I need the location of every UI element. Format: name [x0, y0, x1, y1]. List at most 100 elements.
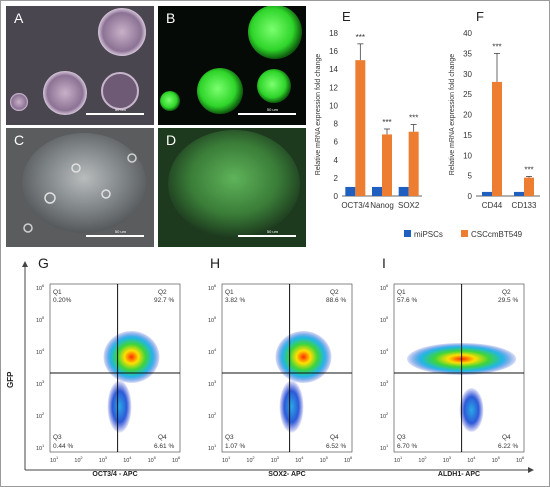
scale-bar-text: 50 um: [266, 107, 278, 112]
panel-label-c: C: [14, 132, 25, 148]
y-tick-label: 2: [334, 174, 339, 183]
y-tick-label: 10: [36, 286, 42, 292]
spheroid-medium: [43, 71, 87, 115]
quadrant-percent: 3.82 %: [225, 297, 245, 304]
panel-label-f: F: [476, 9, 484, 24]
micrograph-a-image: [10, 8, 146, 115]
panel-label-g: G: [38, 255, 49, 271]
bar-csc: [492, 81, 502, 196]
y-tick-label: 6: [334, 138, 339, 147]
y-tick-label: 10: [36, 350, 42, 356]
quadrant-percent: 29.5 %: [498, 297, 518, 304]
bar-csc: [408, 131, 419, 196]
y-tick-label: 10: [36, 382, 42, 388]
legend-label-csc: CSCcmBT549: [471, 230, 523, 239]
y-tick-label: 10: [380, 446, 386, 452]
spheroid-right: [101, 72, 139, 110]
cell: [23, 223, 33, 233]
quadrant-name: Q4: [502, 434, 511, 441]
quadrant-percent: 0.20%: [53, 297, 72, 304]
quadrant-percent: 6.61 %: [154, 443, 174, 450]
cell: [71, 163, 81, 173]
x-tick-label: CD133: [512, 201, 537, 210]
y-tick-label: 10: [36, 414, 42, 420]
x-axis-label: ALDH1- APC: [438, 471, 480, 478]
y-tick-label: 0: [334, 192, 339, 201]
panel-label-b: B: [166, 10, 176, 26]
y-tick-label: 10: [36, 318, 42, 324]
y-tick-label: 10: [208, 318, 214, 324]
quadrant-name: Q2: [158, 289, 167, 296]
x-tick-exponent: 6: [522, 455, 525, 460]
y-tick-exponent: 2: [42, 411, 45, 416]
x-axis-label: SOX2- APC: [268, 471, 305, 478]
x-tick-exponent: 3: [449, 455, 452, 460]
gfp-spheroid-right: [257, 69, 291, 103]
y-tick-label: 10: [208, 350, 214, 356]
x-tick-exponent: 2: [252, 455, 255, 460]
scale-bar: [238, 113, 296, 115]
legend-swatch-mipscs: [404, 230, 411, 237]
gfp-colony: [168, 130, 300, 238]
x-tick-label: SOX2: [398, 201, 420, 210]
x-tick-label: 10: [123, 458, 129, 464]
y-tick-exponent: 1: [214, 443, 217, 448]
y-tick-exponent: 5: [386, 315, 389, 320]
y-tick-label: 10: [208, 382, 214, 388]
x-tick-exponent: 3: [105, 455, 108, 460]
x-tick-exponent: 1: [56, 455, 59, 460]
y-tick-label: 8: [334, 120, 339, 129]
quadrant-name: Q3: [53, 434, 62, 441]
panel-label-i: I: [382, 255, 386, 271]
scale-bar-text: 50 um: [114, 107, 126, 112]
x-tick-label: 10: [172, 458, 178, 464]
x-tick-exponent: 4: [473, 455, 476, 460]
quadrant-percent: 1.07 %: [225, 443, 245, 450]
quadrant-name: Q2: [330, 289, 339, 296]
panel-label-a: A: [14, 10, 24, 26]
significance-marker: ***: [409, 113, 418, 122]
bar-mipscs: [372, 186, 382, 196]
y-tick-exponent: 4: [386, 347, 389, 352]
bar-csc: [524, 177, 534, 196]
x-tick-label: 10: [467, 458, 473, 464]
cell-density-tail: [459, 388, 484, 432]
cell-density-cluster: [275, 330, 332, 383]
y-tick-label: 14: [329, 65, 338, 74]
bar-mipscs: [345, 186, 356, 196]
y-tick-label: 10: [380, 414, 386, 420]
quadrant-name: Q3: [225, 434, 234, 441]
quadrant-percent: 92.7 %: [154, 297, 174, 304]
x-tick-label: 10: [271, 458, 277, 464]
y-tick-label: 30: [463, 70, 472, 79]
x-tick-label: 10: [148, 458, 154, 464]
bar-csc: [382, 134, 392, 196]
spheroid-large: [98, 8, 146, 56]
x-tick-exponent: 4: [129, 455, 132, 460]
x-tick-exponent: 2: [80, 455, 83, 460]
y-tick-exponent: 3: [214, 379, 217, 384]
x-tick-exponent: 6: [178, 455, 181, 460]
y-tick-exponent: 6: [42, 283, 45, 288]
cell-density-cluster: [103, 330, 160, 383]
y-tick-exponent: 6: [386, 283, 389, 288]
gfp-spheroid-large: [248, 6, 302, 59]
flow-y-axis-label: GFP: [6, 371, 15, 388]
y-tick-label: 10: [380, 350, 386, 356]
significance-marker: ***: [356, 33, 365, 42]
x-tick-label: Nanog: [370, 201, 394, 210]
micrograph-b-image: [160, 6, 302, 114]
y-tick-exponent: 1: [42, 443, 45, 448]
y-tick-label: 10: [36, 446, 42, 452]
cell-density-tail: [279, 380, 304, 433]
x-tick-label: OCT3/4: [341, 201, 370, 210]
scale-bar: [86, 235, 144, 237]
x-axis-label: OCT3/4 - APC: [92, 471, 137, 478]
quadrant-name: Q1: [397, 289, 406, 296]
y-tick-exponent: 2: [386, 411, 389, 416]
bar-charts: E F 0 2 4 6 8 10 12 14 16 18 *** OCT3/4 *** Nanog *** S…: [315, 9, 540, 239]
quadrant-percent: 6.52 %: [326, 443, 346, 450]
y-tick-label: 15: [463, 131, 472, 140]
y-tick-exponent: 5: [214, 315, 217, 320]
